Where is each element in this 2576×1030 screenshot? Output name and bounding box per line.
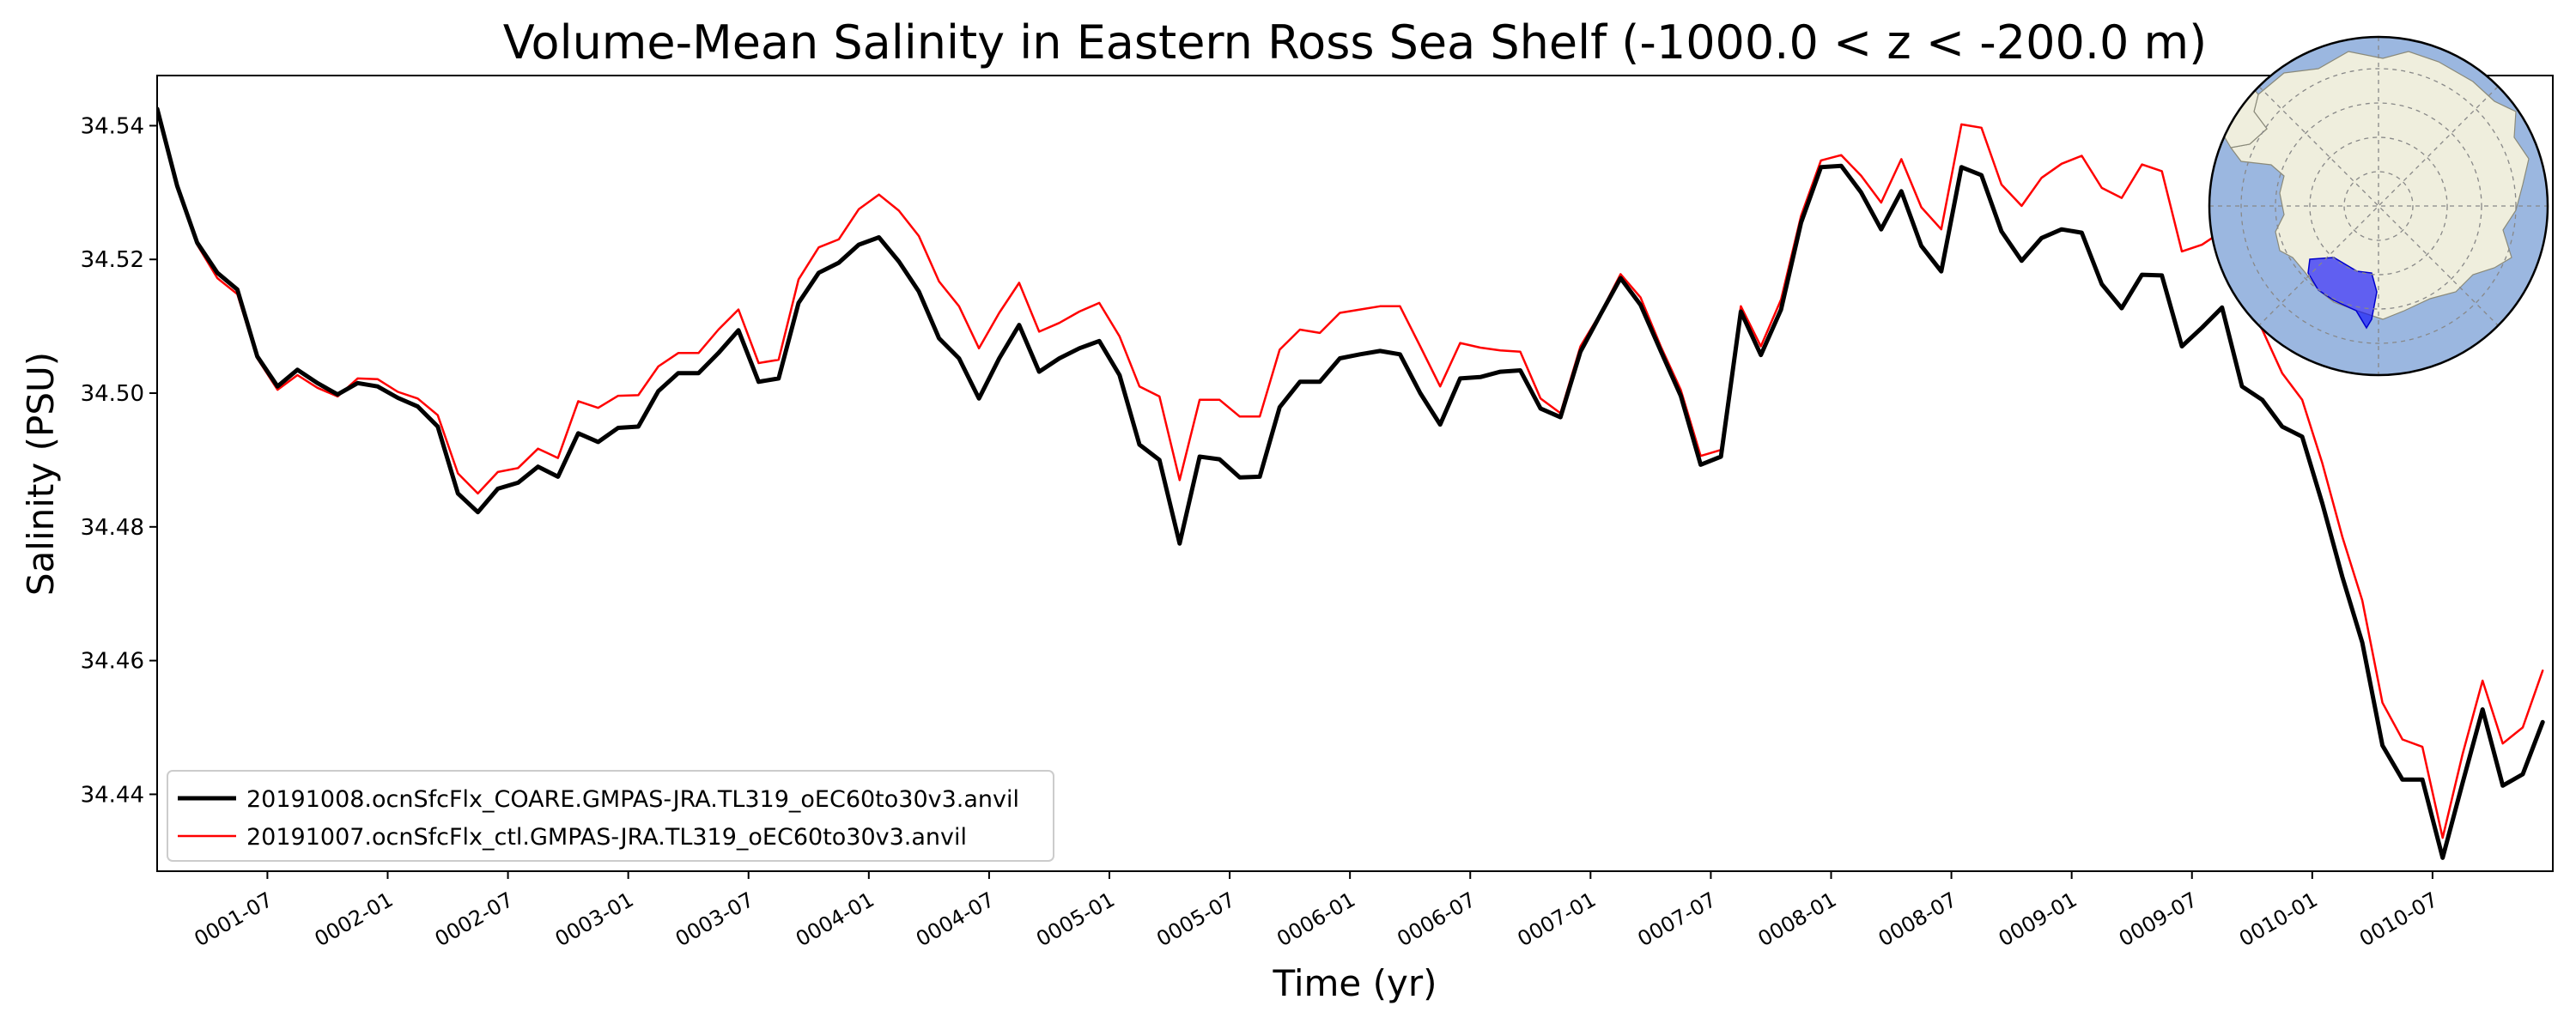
- series-line-coare: [157, 106, 2545, 860]
- legend: 20191008.ocnSfcFlx_COARE.GMPAS-JRA.TL319…: [167, 770, 1054, 862]
- series-line-ctl: [157, 107, 2544, 839]
- series-group: [157, 106, 2545, 860]
- plot-frame: [156, 75, 2554, 872]
- antarctica-landmass: [2229, 51, 2530, 320]
- legend-label-ctl: 20191007.ocnSfcFlx_ctl.GMPAS-JRA.TL319_o…: [246, 824, 967, 851]
- graticule: [2209, 37, 2548, 375]
- y-axis: 34.44 34.46 34.48 34.50 34.52 34.54: [81, 113, 157, 808]
- plot-area: [156, 75, 2554, 872]
- legend-label-coare: 20191008.ocnSfcFlx_COARE.GMPAS-JRA.TL319…: [246, 786, 1019, 813]
- legend-box: [167, 770, 1054, 862]
- y-axis-label: Salinity (PSU): [20, 352, 62, 596]
- plot-background: [157, 76, 2553, 871]
- globe-outline: [2208, 35, 2549, 377]
- chart-title: Volume-Mean Salinity in Eastern Ross Sea…: [503, 15, 2207, 70]
- y-tick-label: 34.52: [81, 247, 144, 273]
- y-tick-label: 34.46: [81, 649, 144, 675]
- antarctica-inset-map: [2208, 35, 2549, 377]
- y-tick-label: 34.44: [81, 782, 144, 808]
- y-tick-label: 34.48: [81, 515, 144, 541]
- ross-sea-region: [2307, 257, 2378, 330]
- y-tick-label: 34.50: [81, 381, 144, 407]
- x-axis-label: Time (yr): [1272, 962, 1437, 1004]
- y-tick-label: 34.54: [81, 113, 144, 139]
